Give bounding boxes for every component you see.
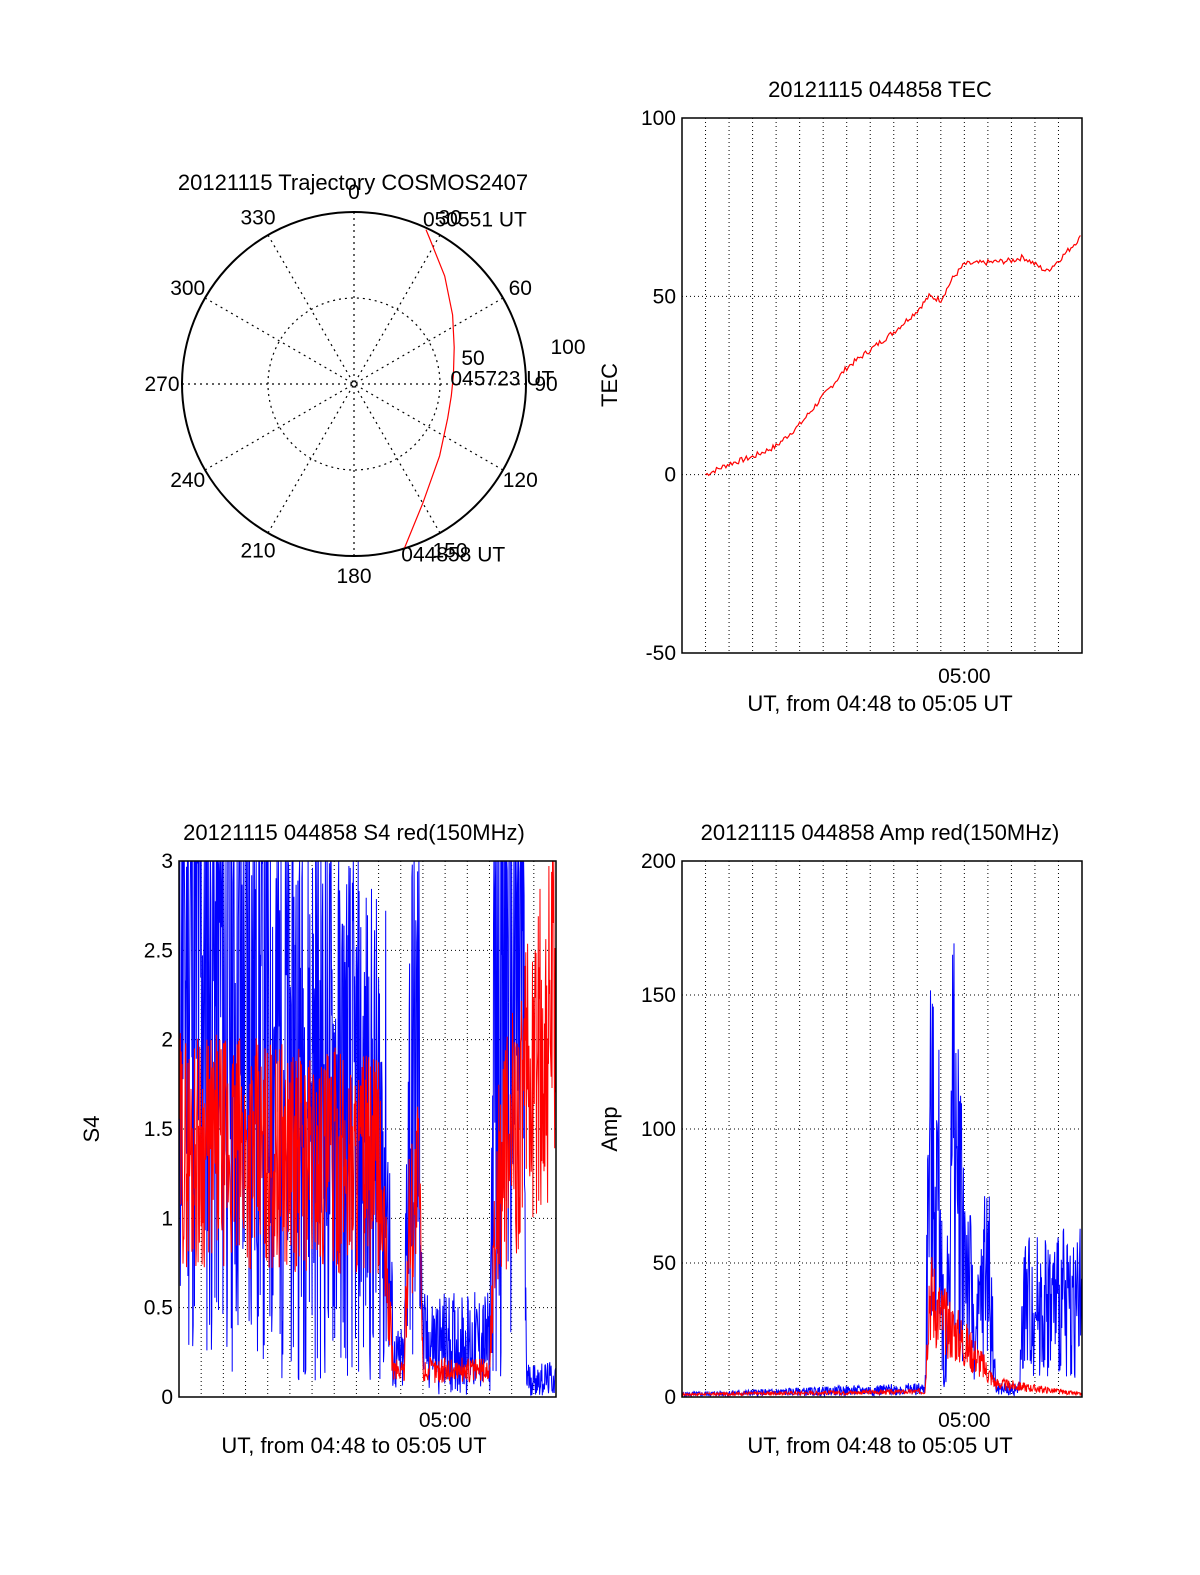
polar-radial-label: 50 bbox=[461, 347, 484, 370]
trajectory-mid-label: 045723 UT bbox=[450, 367, 554, 390]
y-tick-label: 0 bbox=[664, 464, 676, 487]
amp-title: 20121115 044858 Amp red(150MHz) bbox=[701, 820, 1060, 845]
y-tick-label: 1 bbox=[161, 1207, 173, 1230]
tec-ylabel: TEC bbox=[597, 363, 622, 407]
polar-azimuth-label: 60 bbox=[509, 277, 532, 300]
x-tick-label: 05:00 bbox=[419, 1409, 472, 1432]
trajectory-end-label: 050551 UT bbox=[423, 209, 527, 232]
y-tick-label: 50 bbox=[653, 1252, 676, 1275]
y-tick-label: 2 bbox=[161, 1029, 173, 1052]
y-tick-label: 0 bbox=[664, 1386, 676, 1409]
amp-xlabel: UT, from 04:48 to 05:05 UT bbox=[747, 1433, 1012, 1458]
polar-azimuth-label: 150 bbox=[432, 539, 467, 562]
plot-frame bbox=[681, 117, 1083, 654]
polar-azimuth-label: 30 bbox=[438, 207, 461, 230]
plot-frame bbox=[681, 860, 1083, 1398]
amp-red-series bbox=[681, 1257, 1082, 1398]
y-tick-label: 100 bbox=[641, 107, 676, 130]
tec-title: 20121115 044858 TEC bbox=[768, 77, 992, 102]
y-tick-label: 100 bbox=[641, 1118, 676, 1141]
polar-azimuth-label: 240 bbox=[170, 469, 205, 492]
x-tick-label: 05:00 bbox=[938, 665, 991, 688]
tec-xlabel: UT, from 04:48 to 05:05 UT bbox=[747, 691, 1012, 716]
y-tick-label: 2.5 bbox=[144, 939, 173, 962]
trajectory-polar-plot: 20121115 Trajectory COSMOS2407 0 30 60 90 12… bbox=[144, 170, 585, 588]
plot-frame bbox=[178, 860, 557, 1398]
y-tick-label: 0.5 bbox=[144, 1297, 173, 1320]
y-tick-label: 50 bbox=[653, 285, 676, 308]
amp-chart: 20121115 044858 Amp red(150MHz) Amp UT, … bbox=[597, 820, 1083, 1458]
polar-azimuth-label: 300 bbox=[170, 277, 205, 300]
s4-title: 20121115 044858 S4 red(150MHz) bbox=[183, 820, 525, 845]
tec-chart: 20121115 044858 TEC TEC UT, from 04:48 t… bbox=[597, 77, 1083, 716]
tec-series-line bbox=[705, 235, 1081, 477]
y-tick-label: -50 bbox=[646, 642, 676, 665]
polar-azimuth-label: 180 bbox=[336, 565, 371, 588]
y-tick-label: 200 bbox=[641, 850, 676, 873]
polar-azimuth-label: 120 bbox=[503, 469, 538, 492]
s4-blue-series bbox=[178, 860, 557, 1396]
s4-xlabel: UT, from 04:48 to 05:05 UT bbox=[221, 1433, 486, 1458]
polar-azimuth-label: 210 bbox=[240, 539, 275, 562]
s4-ylabel: S4 bbox=[79, 1116, 104, 1143]
trajectory-line bbox=[403, 229, 455, 549]
amp-ylabel: Amp bbox=[597, 1106, 622, 1151]
polar-azimuth-label: 90 bbox=[534, 373, 557, 396]
s4-red-series bbox=[178, 860, 557, 1383]
s4-chart: 20121115 044858 S4 red(150MHz) S4 UT, fr… bbox=[79, 820, 557, 1458]
polar-radial-label: 100 bbox=[550, 336, 585, 359]
polar-azimuth-label: 330 bbox=[240, 207, 275, 230]
y-tick-label: 150 bbox=[641, 984, 676, 1007]
y-tick-label: 1.5 bbox=[144, 1118, 173, 1141]
x-tick-label: 05:00 bbox=[938, 1409, 991, 1432]
polar-title: 20121115 Trajectory COSMOS2407 bbox=[178, 170, 528, 195]
y-tick-label: 3 bbox=[161, 850, 173, 873]
y-tick-label: 0 bbox=[161, 1386, 173, 1409]
polar-azimuth-label: 270 bbox=[144, 373, 179, 396]
trajectory-start-label: 044858 UT bbox=[401, 543, 505, 566]
grid-lines bbox=[681, 117, 1083, 654]
amp-blue-series bbox=[681, 943, 1082, 1398]
polar-azimuth-label: 0 bbox=[348, 181, 360, 204]
